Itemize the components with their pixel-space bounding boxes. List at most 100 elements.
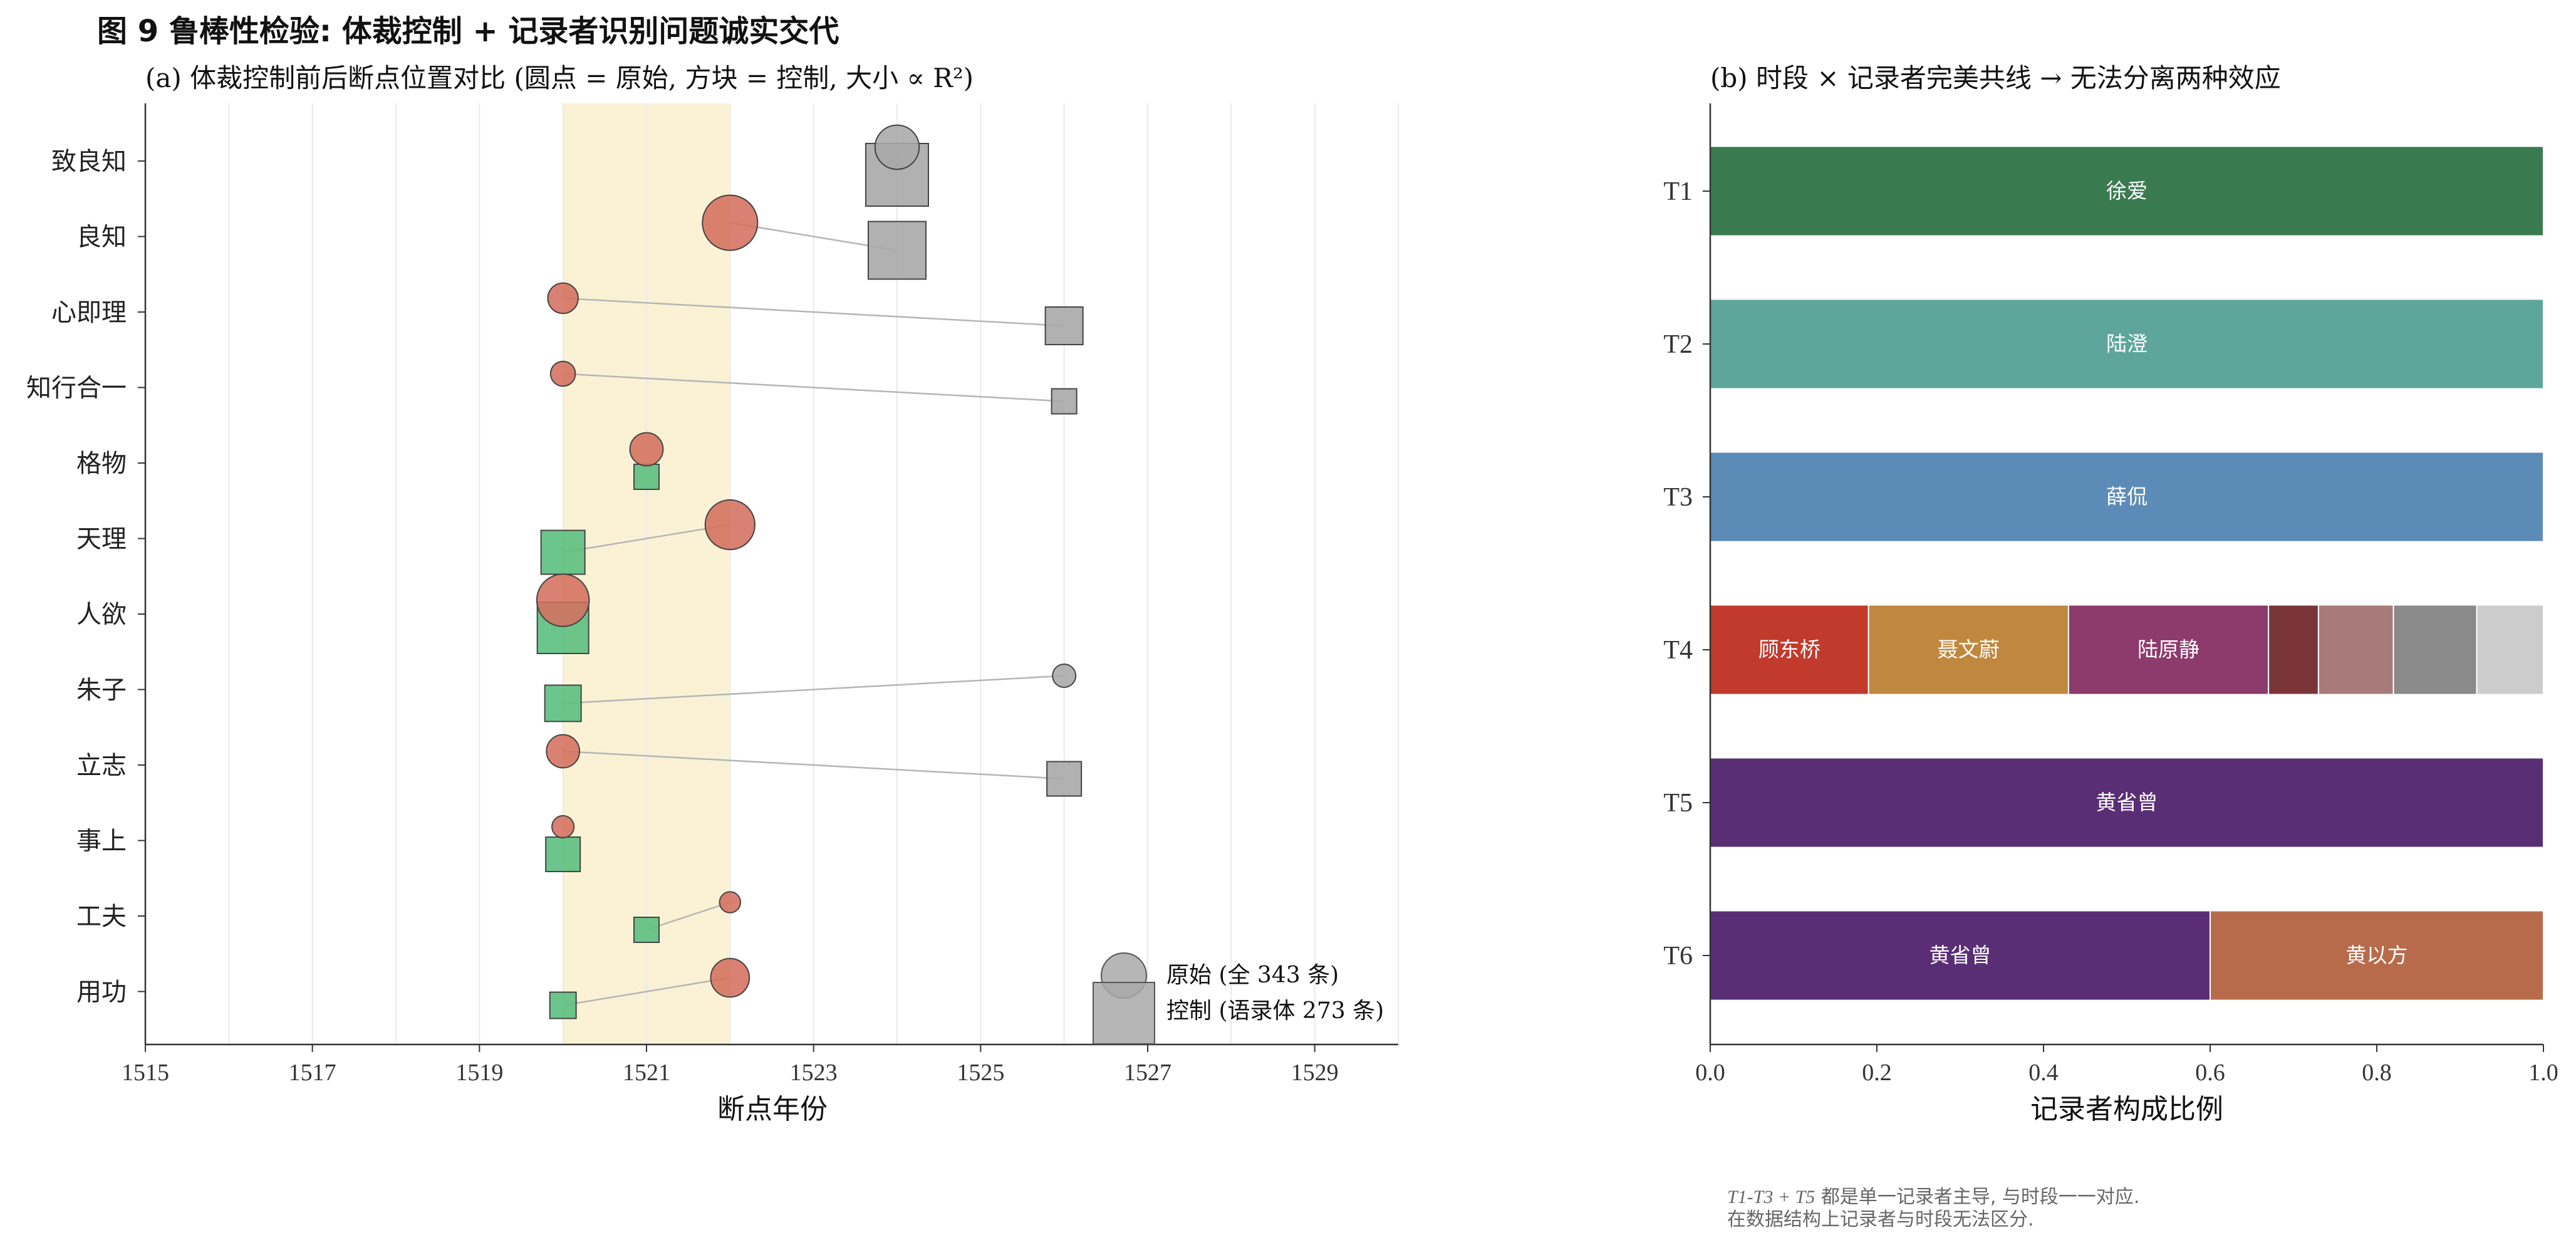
y-tick-label: 事上 (76, 827, 127, 856)
connector-line (563, 524, 730, 553)
legend-control-label: 控制 (语录体 273 条) (1166, 998, 1384, 1024)
bar-segment (1710, 910, 2211, 1001)
bar-segment-label: 聂文蔚 (1938, 637, 2000, 662)
bar-segment (2476, 604, 2545, 695)
x-tick-label: 0.4 (2028, 1060, 2059, 1086)
x-tick-label: 1521 (623, 1060, 670, 1086)
panel-a-x-axis-label: 断点年份 (717, 1093, 828, 1125)
bar-segment (2317, 604, 2394, 695)
control-square-marker (1051, 388, 1078, 415)
control-square-marker (1046, 761, 1083, 797)
y-tick-label: 格物 (76, 449, 127, 478)
control-square-marker (549, 991, 577, 1019)
original-circle-marker (536, 573, 590, 627)
x-tick-label: 1519 (455, 1060, 503, 1086)
bar-segment (1867, 604, 2069, 695)
y-tick-label: 工夫 (76, 902, 127, 931)
bar-segment-label: 黄省曾 (1929, 943, 1992, 967)
panel-a-markers (536, 124, 1084, 1019)
y-tick-label: 天理 (76, 525, 127, 554)
panel-b-y-ticks: T1 T2 T3 T4 T5 T6 (1663, 177, 1710, 971)
legend-original-label: 原始 (全 343 条) (1166, 962, 1339, 988)
control-square-marker (633, 464, 660, 490)
original-circle-marker (551, 815, 575, 839)
panel-a-x-ticks: 1515 1517 1519 1521 1523 1525 1527 1529 (122, 1044, 1339, 1086)
x-tick-label: 1515 (122, 1060, 169, 1086)
legend-square-marker (1093, 982, 1155, 1044)
connector-line (563, 977, 730, 1006)
bar-segment (2268, 604, 2319, 695)
y-tick-label: T3 (1663, 483, 1693, 512)
bar-segment (1710, 145, 2544, 237)
bar-segment-label: 陆原静 (2137, 637, 2199, 662)
connector-line (646, 901, 730, 931)
original-circle-marker (629, 432, 664, 467)
control-square-marker (633, 917, 660, 943)
y-tick-label: 立志 (76, 751, 127, 780)
x-tick-label: 1517 (289, 1060, 336, 1086)
y-tick-label: 知行合一 (26, 374, 127, 403)
note-line-2: 在数据结构上记录者与时段无法区分. (1727, 1209, 2034, 1231)
connector-line (563, 750, 1064, 780)
y-tick-label: 良知 (76, 223, 127, 252)
x-tick-label: 0.6 (2195, 1060, 2225, 1086)
original-circle-marker (710, 957, 750, 998)
x-tick-label: 1527 (1124, 1060, 1171, 1086)
original-circle-marker (1052, 664, 1077, 688)
bar-segment (1710, 298, 2544, 390)
original-circle-marker (547, 282, 579, 315)
bar-segment-label: 薛侃 (2106, 484, 2148, 509)
y-tick-label: T4 (1663, 636, 1693, 665)
x-tick-label: 1529 (1291, 1060, 1339, 1086)
x-tick-label: 1525 (957, 1060, 1004, 1086)
figure-title: 图 9 鲁棒性检验: 体裁控制 + 记录者识别问题诚实交代 (97, 14, 839, 49)
original-circle-marker (702, 194, 759, 251)
panel-a-gridlines (145, 103, 1399, 1044)
y-tick-label: 用功 (76, 978, 127, 1007)
y-tick-label: T6 (1663, 942, 1693, 971)
note-line-1: T1-T3 + T5 都是单一记录者主导, 与时段一一对应. (1727, 1186, 2139, 1208)
y-tick-label: T5 (1663, 789, 1693, 818)
bar-segment (2210, 910, 2544, 1001)
panel-a-legend: 原始 (全 343 条) 控制 (语录体 273 条) (1093, 952, 1384, 1044)
bar-segment-label: 徐爱 (2106, 179, 2148, 203)
control-square-marker (545, 836, 581, 872)
panel-a-axes (144, 103, 1398, 1046)
bar-segment (2067, 604, 2270, 695)
panel-a-connectors (563, 222, 1064, 1006)
x-tick-label: 1523 (790, 1060, 838, 1086)
original-circle-marker (704, 499, 756, 551)
panel-a-scatter: (a) 体裁控制前后断点位置对比 (圆点 = 原始, 方块 = 控制, 大小 ∝… (26, 63, 1399, 1125)
control-square-marker (540, 529, 586, 575)
bar-segment (2392, 604, 2478, 695)
bar-segment-label: 陆澄 (2106, 331, 2148, 356)
bar-segment-label: 黄省曾 (2096, 790, 2158, 815)
panel-b-subtitle: (b) 时段 × 记录者完美共线 → 无法分离两种效应 (1710, 63, 2281, 93)
panel-b-x-ticks: 0.0 0.2 0.4 0.6 0.8 1.0 (1695, 1044, 2558, 1086)
x-tick-label: 1.0 (2528, 1060, 2558, 1086)
connector-line (563, 675, 1064, 704)
bar-segment (1710, 451, 2544, 543)
y-tick-label: 朱子 (76, 676, 127, 705)
control-square-marker (1044, 306, 1084, 345)
original-circle-marker (549, 360, 576, 387)
y-tick-label: 人欲 (76, 600, 127, 629)
bar-segment-label: 顾东桥 (1758, 637, 1820, 662)
panel-b-axes (1709, 103, 2543, 1046)
original-circle-marker (874, 124, 920, 170)
bar-segment-label: 黄以方 (2346, 943, 2408, 967)
panel-a-subtitle: (a) 体裁控制前后断点位置对比 (圆点 = 原始, 方块 = 控制, 大小 ∝… (145, 63, 974, 93)
x-tick-label: 0.8 (2362, 1060, 2392, 1086)
x-tick-label: 0.0 (1695, 1060, 1725, 1086)
connector-line (563, 297, 1064, 327)
original-circle-marker (546, 734, 581, 769)
y-tick-label: T2 (1663, 330, 1693, 359)
y-tick-label: 致良知 (51, 147, 127, 176)
connector-line (563, 373, 1064, 402)
x-tick-label: 0.2 (1862, 1060, 1892, 1086)
control-square-marker (544, 684, 582, 722)
y-tick-label: T1 (1663, 177, 1693, 206)
original-circle-marker (719, 891, 742, 914)
